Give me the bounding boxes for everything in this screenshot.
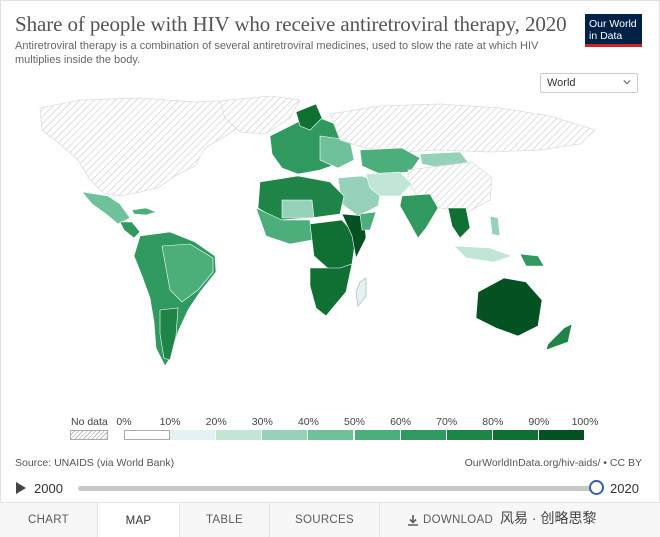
legend-tick-label: 90% (528, 416, 550, 428)
tab-table[interactable]: TABLE (180, 503, 270, 537)
legend-color-bin[interactable] (354, 430, 401, 440)
legend-color-bin[interactable] (446, 430, 493, 440)
logo-line1: Our World (589, 18, 637, 30)
papua-new-guinea[interactable] (519, 253, 545, 267)
legend-color-bin[interactable] (492, 430, 539, 440)
legend-color-bin[interactable] (400, 430, 447, 440)
owid-logo[interactable]: Our World in Data (585, 14, 642, 47)
tab-sources-label: SOURCES (295, 514, 354, 526)
legend-tick-label: 20% (205, 416, 227, 428)
indonesia[interactable] (453, 245, 513, 263)
tab-map-label: MAP (125, 515, 152, 527)
source-text[interactable]: Source: UNAIDS (via World Bank) (15, 457, 175, 469)
timeline-start-year: 2000 (34, 481, 63, 496)
legend-tick-label: 80% (482, 416, 504, 428)
logo-accent-bar (585, 44, 642, 47)
legend-color-bin[interactable] (124, 430, 171, 440)
watermark-text: 风易 · 创略思黎 (500, 510, 597, 526)
legend-tick-label: 0% (116, 416, 132, 428)
brazil[interactable] (161, 243, 214, 303)
sahel[interactable] (281, 199, 315, 219)
tab-bar: CHART MAP TABLE SOURCES DOWNLOAD (0, 502, 660, 537)
tab-map[interactable]: MAP (98, 503, 180, 537)
north-america[interactable] (39, 97, 259, 197)
legend-color-bin[interactable] (216, 430, 263, 440)
legend-color-bin[interactable] (308, 430, 355, 440)
scandinavia[interactable] (295, 103, 323, 131)
caribbean[interactable] (131, 207, 157, 216)
legend-tick-label: 50% (343, 416, 366, 428)
play-icon[interactable] (16, 482, 26, 494)
credit-text[interactable]: OurWorldInData.org/hiv-aids/ • CC BY (464, 457, 642, 469)
no-data-label: No data (71, 416, 108, 428)
chevron-down-icon (623, 79, 631, 85)
legend-tick-label: 10% (159, 416, 181, 428)
legend-tick-label: 30% (251, 416, 273, 428)
southern-africa[interactable] (309, 263, 353, 317)
timeline-handle[interactable] (589, 480, 604, 495)
chart-subtitle: Antiretroviral therapy is a combination … (15, 40, 539, 66)
tab-sources[interactable]: SOURCES (270, 503, 380, 537)
new-zealand[interactable] (545, 323, 573, 351)
no-data-swatch (70, 430, 108, 440)
india[interactable] (399, 193, 439, 239)
russia[interactable] (329, 103, 596, 153)
legend-tick-label: 60% (390, 416, 412, 428)
horn-of-africa[interactable] (359, 211, 377, 231)
legend-color-bin[interactable] (538, 430, 585, 440)
philippines[interactable] (489, 215, 501, 237)
legend-tick-label: 40% (297, 416, 319, 428)
legend-color-bin[interactable] (170, 430, 217, 440)
download-icon (408, 514, 418, 526)
southeast-asia[interactable] (447, 207, 471, 239)
legend-color-bin[interactable] (262, 430, 309, 440)
tab-chart[interactable]: CHART (0, 503, 98, 537)
tab-download-label: DOWNLOAD (423, 514, 494, 526)
world-map[interactable] (20, 96, 620, 401)
legend-tick-label: 100% (571, 416, 599, 428)
madagascar[interactable] (355, 277, 367, 307)
timeline-end-year: 2020 (610, 481, 639, 496)
logo-line2: in Data (589, 30, 623, 42)
legend-tick-label: 70% (436, 416, 458, 428)
region-select[interactable]: World (540, 73, 638, 93)
timeline-track[interactable] (78, 486, 598, 491)
central-america[interactable] (119, 221, 141, 239)
greenland[interactable] (219, 96, 301, 135)
timeline: 2000 2020 (0, 478, 660, 500)
tab-download[interactable]: DOWNLOAD (380, 503, 500, 537)
tab-table-label: TABLE (205, 514, 244, 526)
mexico[interactable] (81, 191, 131, 225)
chart-title: Share of people with HIV who receive ant… (15, 12, 567, 36)
australia[interactable] (475, 277, 543, 337)
argentina[interactable] (159, 307, 179, 361)
region-select-value: World (547, 77, 576, 89)
tab-chart-label: CHART (28, 514, 69, 526)
iran-afghanistan[interactable] (365, 171, 413, 197)
